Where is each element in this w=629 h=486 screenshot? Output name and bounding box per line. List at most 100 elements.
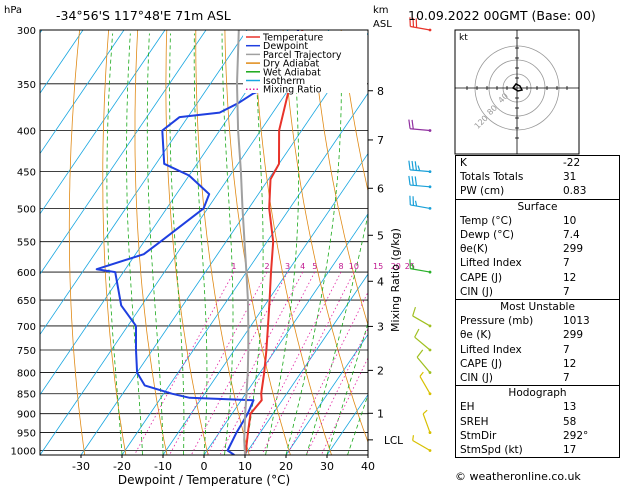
wet-adiabat-line	[347, 393, 368, 455]
lcl-label: LCL	[384, 435, 403, 447]
mixing-ratio-label: 10	[349, 262, 359, 271]
stat-label: SREH	[460, 415, 489, 428]
isotherm-line	[203, 213, 368, 455]
km-label: km	[373, 5, 389, 16]
dry-adiabat-line	[282, 30, 368, 444]
km-tick-label: 7	[377, 134, 384, 147]
dry-adiabat-line	[134, 30, 168, 455]
km-tick-label: 8	[377, 85, 384, 98]
mixing-ratio-line	[248, 271, 342, 455]
dry-adiabat-line	[340, 30, 368, 193]
stat-value: -22	[563, 157, 581, 169]
x-tick-label: 10	[238, 460, 252, 473]
dry-adiabat-line	[102, 30, 127, 455]
stat-row: EH 13	[456, 400, 619, 414]
wet-adiabat-line	[126, 33, 143, 455]
mixing-ratio-label: 5	[312, 262, 317, 271]
legend-label: Isotherm	[263, 76, 305, 87]
stat-label: Lifted Index	[460, 257, 522, 270]
pressure-tick-label: 700	[17, 322, 36, 333]
isotherm-line	[40, 30, 84, 94]
isotherm-line	[40, 30, 248, 336]
pressure-tick-label: 350	[17, 80, 36, 91]
mixing-ratio-line	[261, 271, 355, 455]
surface-box: Surface Temp (°C) 10 Dewp (°C) 7.4 θe(K) 299 L…	[455, 198, 620, 301]
stat-label: CIN (J)	[460, 285, 493, 298]
stat-row: θe(K) 299	[456, 242, 619, 256]
datetime-title: 10.09.2022 00GMT (Base: 00)	[408, 8, 596, 23]
mixing-ratio-labels: 12345810152025	[231, 262, 415, 271]
wind-barb	[416, 349, 432, 374]
stat-label: θe(K)	[460, 243, 488, 256]
km-tick-label: 6	[377, 182, 384, 195]
stat-value: 58	[563, 415, 577, 428]
wind-barb	[408, 175, 432, 189]
mixing-ratio-label: 8	[338, 262, 343, 271]
wind-barb	[409, 259, 432, 274]
pressure-tick-label: 900	[17, 410, 36, 421]
pressure-tick-label: 550	[17, 238, 36, 249]
km-tick-label: 4	[377, 275, 384, 288]
stat-label: StmSpd (kt)	[460, 444, 523, 457]
wet-adiabat-line	[306, 212, 368, 455]
most-unstable-title: Most Unstable	[500, 301, 575, 314]
wind-barb	[412, 306, 432, 328]
hpa-label: hPa	[4, 5, 22, 16]
stat-label: Pressure (mb)	[460, 315, 534, 328]
dry-adiabat-line	[68, 30, 86, 455]
stat-value: 10	[563, 214, 577, 227]
hodograph-unit: kt	[459, 33, 468, 43]
stat-row: Dewp (°C) 7.4	[456, 228, 619, 242]
stat-value: 7	[563, 372, 570, 385]
x-tick-label: 0	[201, 460, 208, 473]
stat-row: StmDir 292°	[456, 429, 619, 443]
stat-label: θe (K)	[460, 329, 492, 342]
wind-barb	[412, 435, 432, 452]
stat-value: 13	[563, 401, 577, 414]
pressure-tick-label: 600	[17, 268, 36, 279]
km-tick-label: 3	[377, 320, 384, 333]
stat-label: PW (cm)	[460, 185, 505, 198]
x-tick-label: 20	[279, 460, 293, 473]
pressure-tick-label: 450	[17, 168, 36, 179]
isotherm-line	[80, 32, 368, 455]
wet-adiabat-line	[265, 33, 299, 455]
wind-barb	[409, 195, 432, 210]
stat-row: PW (cm) 0.83	[456, 184, 619, 198]
stat-value: 7	[563, 257, 570, 270]
wind-barbs	[408, 17, 432, 452]
isotherm-line	[40, 30, 166, 215]
pressure-tick-label: 850	[17, 390, 36, 401]
surface-title: Surface	[517, 200, 558, 213]
stat-value: 1013	[563, 315, 590, 328]
x-tick-label: -30	[72, 460, 90, 473]
legend-label: Dewpoint	[263, 41, 308, 52]
axes: 3003504004505005506006507007508008509009…	[11, 26, 404, 473]
isotherm-line	[40, 30, 289, 396]
hodograph-table-title: Hodograph	[508, 387, 567, 400]
wet-adiabat-line	[146, 33, 164, 455]
stats-panel: K -22 Totals Totals 31 PW (cm) 0.83 Surface T…	[455, 155, 620, 459]
wet-adiabat-line	[106, 33, 123, 455]
x-tick-label: 40	[361, 460, 375, 473]
pressure-tick-label: 750	[17, 346, 36, 357]
isotherm-line	[121, 92, 368, 455]
parcel-trajectory-line	[236, 30, 250, 455]
stat-row: Temp (°C) 10	[456, 214, 619, 228]
isotherm-line	[285, 333, 368, 455]
wet-adiabat-line	[193, 33, 208, 455]
stat-value: 299	[563, 329, 584, 342]
stat-row: CAPE (J) 12	[456, 271, 619, 285]
isotherm-line	[40, 30, 330, 455]
wind-barb	[408, 119, 432, 132]
mixing-ratio-line	[134, 271, 235, 455]
stat-value: 7	[563, 343, 570, 356]
wet-adiabat-line	[285, 33, 342, 455]
stat-label: Temp (°C)	[460, 214, 513, 227]
dewpoint-line	[95, 30, 300, 455]
temperature-line	[244, 30, 304, 455]
stat-value: 7	[563, 285, 570, 298]
pressure-tick-label: 650	[17, 296, 36, 307]
